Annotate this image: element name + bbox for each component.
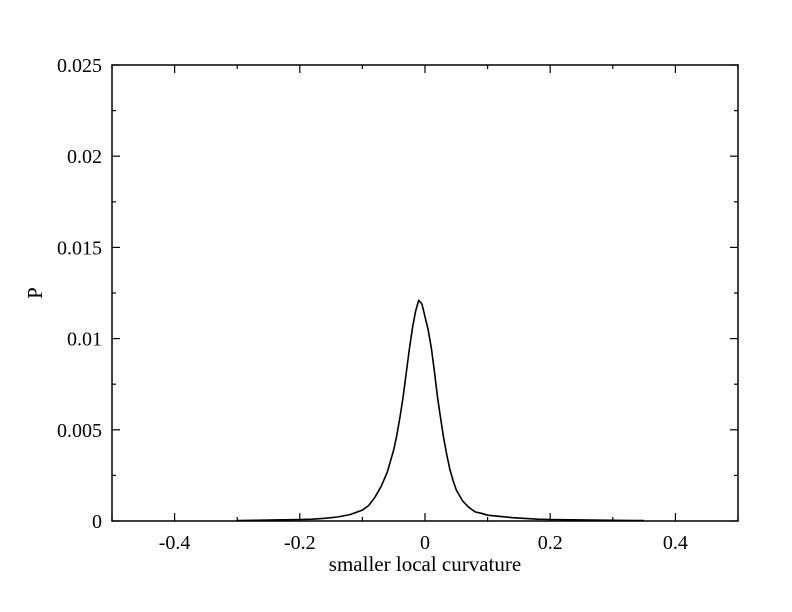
y-tick-label: 0 [92,511,102,533]
y-tick-label: 0.005 [57,420,102,442]
plot-frame [111,64,739,522]
y-axis-label: P [23,287,47,299]
x-tick-label: 0.2 [538,532,563,554]
x-tick-label: -0.4 [159,532,191,554]
x-tick-label: 0 [420,532,430,554]
y-tick-label: 0.025 [57,55,102,77]
y-tick-label: 0.01 [67,329,102,351]
x-tick-label: -0.2 [284,532,316,554]
series-line [237,299,645,522]
x-tick-label: 0.4 [663,532,688,554]
y-tick-label: 0.02 [67,146,102,168]
x-axis-label: smaller local curvature [329,552,521,576]
y-tick-label: 0.015 [57,237,102,259]
ticks [111,64,739,522]
x-tick-labels: -0.4 -0.2 0 0.2 0.4 [159,532,688,554]
y-tick-labels: 0 0.005 0.01 0.015 0.02 0.025 [57,55,102,533]
